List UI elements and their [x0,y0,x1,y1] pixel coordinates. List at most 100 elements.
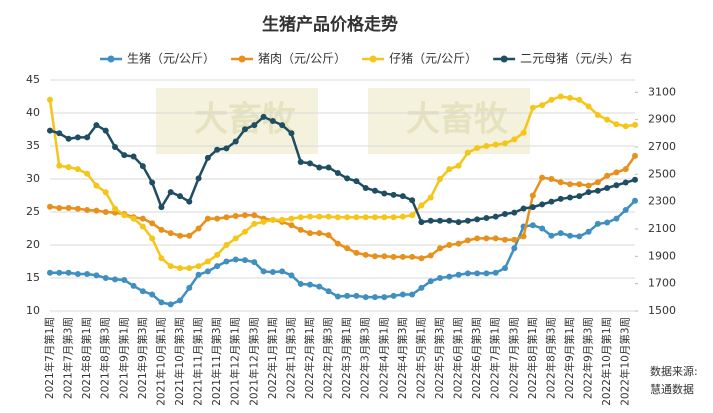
data-point [613,121,620,128]
data-point [372,294,378,301]
data-point [474,144,481,151]
data-point [56,130,63,137]
data-point [232,235,239,242]
source-note: 数据来源: [650,364,698,378]
data-point [390,214,397,221]
data-point [195,175,202,182]
data-point [177,265,183,272]
y-tick-label: 20 [26,238,40,251]
data-point [186,265,193,272]
series-line [49,155,637,260]
data-point [325,288,332,295]
data-point [548,96,555,103]
y2-tick-label: 3100 [648,85,676,98]
data-point [381,190,388,197]
data-point [93,122,100,129]
chart-title: 生猪产品价格走势 [262,14,398,35]
data-point [604,219,611,226]
data-point [632,197,638,204]
data-point [604,116,611,123]
x-tick-label: 2021年8月第3周 [99,317,112,399]
x-tick-label: 2022年4月第3周 [396,317,409,399]
x-tick-label: 2021年10月第1周 [154,317,167,406]
data-point [204,258,211,265]
data-point [576,181,583,188]
data-point [167,189,174,196]
x-tick-label: 2022年3月第1周 [340,317,353,399]
data-point [260,113,267,120]
data-point [102,127,109,134]
legend-swatch [107,55,115,63]
y2-tick-label: 1500 [648,304,676,317]
data-point [65,164,72,171]
y-tick-label: 35 [26,139,40,152]
data-point [149,220,156,227]
data-point [56,162,63,169]
data-point [399,291,406,298]
data-point [195,225,202,232]
data-point [177,193,183,200]
legend-label: 生猪（元/公斤） [127,52,215,66]
data-point [242,212,248,219]
data-point [158,255,165,262]
data-point [381,214,388,221]
data-point [529,192,536,199]
data-point [427,194,434,201]
data-point [139,288,146,295]
data-point [279,268,286,275]
y-tick-label: 30 [26,172,40,185]
data-point [130,153,137,160]
data-point [613,215,620,222]
data-point [511,209,518,216]
x-tick-label: 2022年1月第3周 [284,317,297,399]
data-point [232,212,239,219]
data-point [455,240,462,247]
data-point [93,207,100,214]
data-point [195,263,202,270]
data-point [325,232,332,239]
data-point [242,257,248,264]
data-point [288,222,295,229]
y-tick-label: 45 [26,73,40,86]
data-point [576,96,583,103]
x-tick-label: 2021年10月第3周 [173,317,186,406]
x-tick-label: 2022年10月第3周 [619,317,632,406]
data-point [269,216,276,223]
data-point [613,182,620,189]
data-point [362,294,369,301]
data-point [84,170,91,177]
data-point [576,193,583,200]
data-point [594,187,601,194]
data-point [139,163,146,170]
y-tick-label: 10 [26,304,40,317]
data-point [502,140,508,147]
data-point [409,197,416,204]
legend-label: 仔猪（元/公斤） [389,52,477,66]
data-point [464,237,471,244]
x-tick-label: 2022年8月第1周 [526,317,539,399]
data-point [344,214,351,221]
data-point [214,263,221,270]
data-point [102,275,109,281]
x-tick-label: 2021年11月第1周 [192,317,205,406]
data-point [399,253,406,260]
data-point [632,152,638,159]
data-point [186,232,193,239]
data-point [65,269,72,276]
data-point [548,176,555,182]
data-point [464,149,471,156]
data-point [418,255,425,262]
data-point [437,176,443,182]
data-point [307,160,313,167]
x-tick-label: 2022年8月第3周 [544,317,557,399]
data-point [149,179,156,186]
data-point [177,297,183,304]
x-tick-label: 2022年3月第3周 [359,317,372,399]
data-point [195,271,202,278]
data-point [325,213,332,220]
data-point [242,126,248,133]
data-point [539,102,546,109]
data-point [102,209,109,215]
data-point [74,134,81,141]
